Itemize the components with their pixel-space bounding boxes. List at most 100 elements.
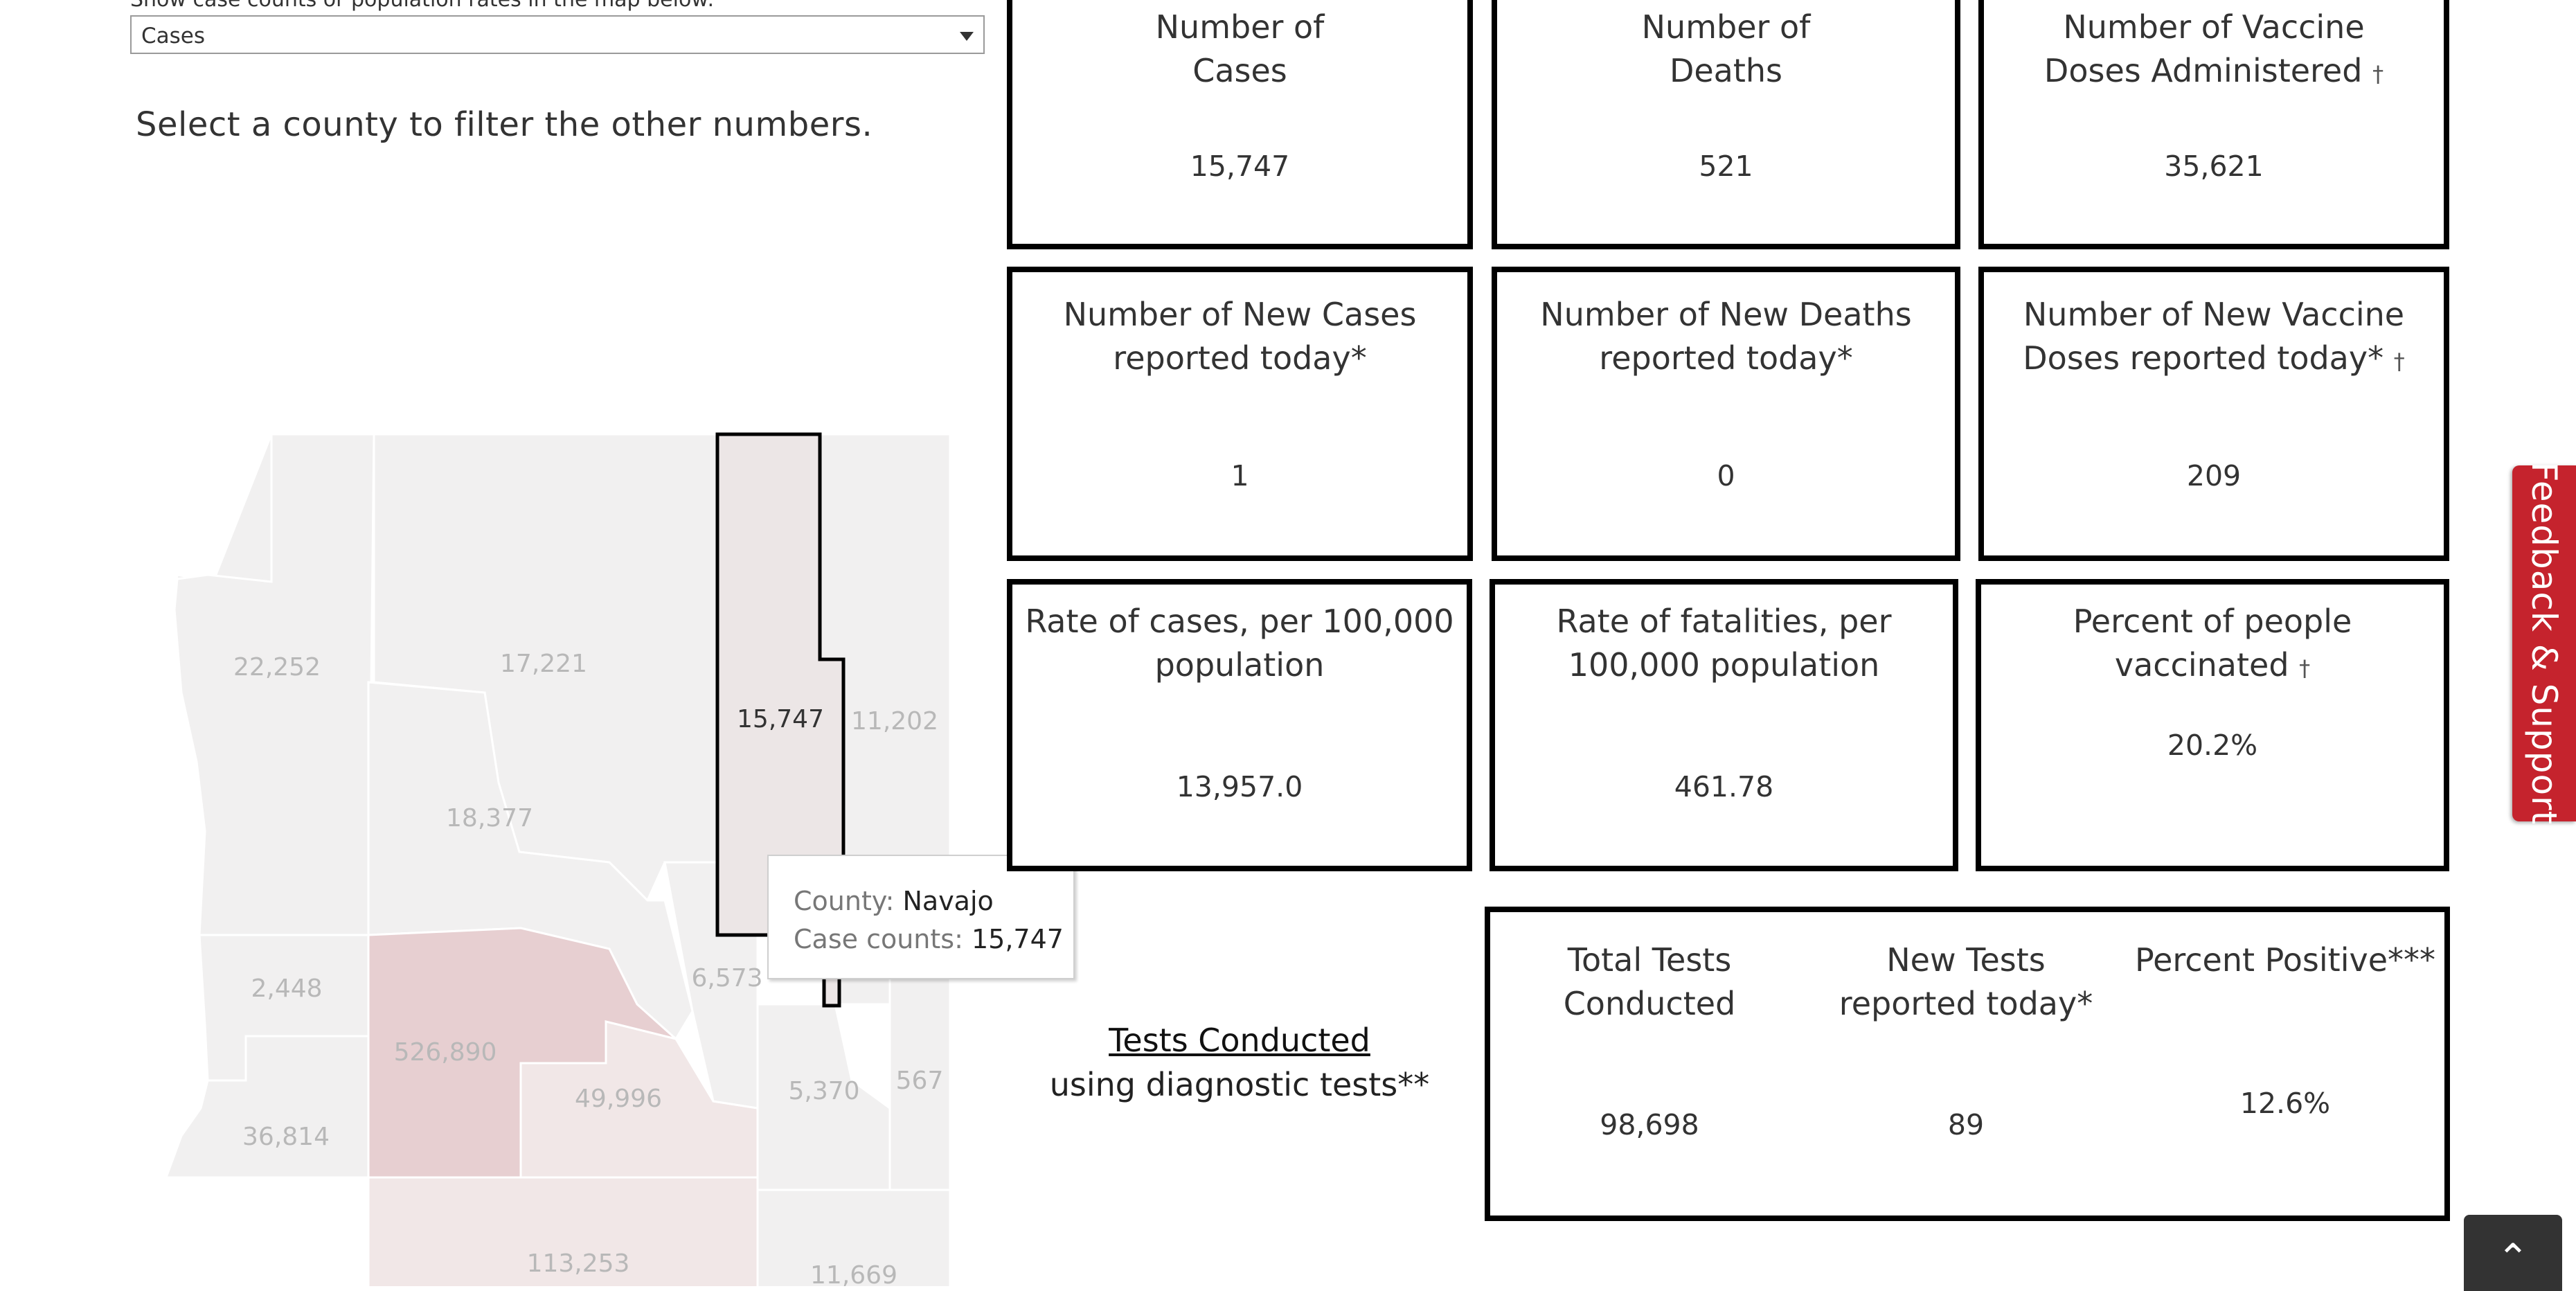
map-label-la-paz: 2,448 bbox=[251, 974, 322, 1003]
map-label-navajo: 15,747 bbox=[737, 705, 824, 733]
card-title-line2-text: 100,000 population bbox=[1568, 646, 1880, 684]
card-value: 12.6% bbox=[2239, 1087, 2331, 1120]
map-label-pima: 113,253 bbox=[527, 1249, 630, 1278]
tooltip-cases-row: Case counts: 15,747 bbox=[794, 920, 1073, 959]
card-title-line2: Conducted bbox=[1563, 985, 1736, 1022]
map-label-greenlee: 567 bbox=[896, 1067, 944, 1095]
card-title-line2: Doses reported today* † bbox=[1984, 337, 2444, 384]
card-title-line1: Total Tests bbox=[1567, 941, 1732, 979]
card-value: 1 bbox=[1231, 459, 1249, 492]
card-new-cases: Number of New Cases reported today* 1 bbox=[1007, 267, 1473, 561]
card-title: Number of Vaccine Doses Administered † bbox=[1984, 6, 2444, 96]
map-label-pinal: 49,996 bbox=[575, 1085, 662, 1113]
tests-card: Total Tests Conducted 98,698 New Tests rep… bbox=[1485, 907, 2450, 1221]
card-title-line1-text: Percent of people vaccinated bbox=[2073, 603, 2352, 684]
feedback-support-button[interactable]: Feedback & Support bbox=[2512, 462, 2576, 825]
card-title-line2: Doses Administered † bbox=[1984, 49, 2444, 96]
instruction-text: Select a county to filter the other numb… bbox=[136, 105, 873, 144]
map-label-graham: 5,370 bbox=[788, 1077, 859, 1105]
card-title-line2-text: Doses reported today* bbox=[2023, 339, 2384, 377]
county-map: 22,252 17,221 15,747 11,202 18,377 2,448… bbox=[164, 432, 951, 1286]
card-value: 89 bbox=[1947, 1108, 1985, 1141]
card-title-line1: Number of bbox=[1155, 8, 1325, 46]
tests-subtitle: using diagnostic tests** bbox=[1049, 1066, 1430, 1103]
card-title: Number of Cases bbox=[1012, 6, 1467, 96]
card-title: Number of Deaths bbox=[1497, 6, 1955, 96]
card-title: Total Tests Conducted bbox=[1490, 938, 1809, 1026]
tooltip-cases-value: 15,747 bbox=[971, 924, 1064, 954]
map-label-mohave: 22,252 bbox=[233, 653, 321, 682]
card-title: Number of New Cases reported today* bbox=[1012, 293, 1467, 384]
dagger-mark: † bbox=[2299, 655, 2311, 682]
card-value: 98,698 bbox=[1600, 1108, 1699, 1141]
card-title-line2-text: Cases bbox=[1192, 52, 1287, 89]
card-value: 35,621 bbox=[2164, 150, 2264, 183]
card-value: 521 bbox=[1699, 150, 1753, 183]
card-title-line2-text: Deaths bbox=[1669, 52, 1783, 89]
tooltip-county-row: County: Navajo bbox=[794, 882, 1073, 920]
card-case-rate: Rate of cases, per 100,000 population 13,… bbox=[1007, 579, 1472, 871]
chevron-up-icon: ⌃ bbox=[2496, 1236, 2530, 1281]
dagger-mark: † bbox=[2393, 348, 2405, 375]
card-title-line1: Number of New Vaccine bbox=[2023, 296, 2405, 333]
scroll-to-top-button[interactable]: ⌃ bbox=[2464, 1215, 2562, 1291]
tooltip-county-value: Navajo bbox=[902, 886, 994, 916]
card-title-line2-text: population bbox=[1154, 646, 1325, 684]
card-title-line1: Number of bbox=[1641, 8, 1811, 46]
card-title-line2: Deaths bbox=[1497, 49, 1955, 96]
card-fatality-rate: Rate of fatalities, per 100,000 populatio… bbox=[1490, 579, 1958, 871]
card-title-line1: Number of Vaccine bbox=[2063, 8, 2365, 46]
card-title-line1: New Tests bbox=[1886, 941, 2046, 979]
map-label-cochise: 11,669 bbox=[810, 1261, 897, 1286]
card-title-line2: reported today* bbox=[1497, 337, 1955, 384]
map-tooltip: County: Navajo Case counts: 15,747 bbox=[767, 855, 1075, 979]
card-vaccine-doses: Number of Vaccine Doses Administered † 35… bbox=[1978, 0, 2449, 249]
card-title-line1: Percent Positive*** bbox=[2134, 941, 2436, 979]
card-title-line2: 100,000 population bbox=[1495, 643, 1953, 691]
card-title-line1: Number of New Deaths bbox=[1540, 296, 1912, 333]
card-title: New Tests reported today* bbox=[1807, 938, 2125, 1026]
card-value: 13,957.0 bbox=[1176, 770, 1303, 803]
card-title-line2: reported today* bbox=[1012, 337, 1467, 384]
card-title: Rate of fatalities, per 100,000 populatio… bbox=[1495, 600, 1953, 691]
map-label-maricopa: 526,890 bbox=[394, 1038, 497, 1067]
card-number-of-deaths: Number of Deaths 521 bbox=[1492, 0, 1960, 249]
map-label-coconino: 17,221 bbox=[500, 650, 587, 678]
tests-conducted-link[interactable]: Tests Conducted bbox=[1109, 1022, 1370, 1059]
card-title: Percent Positive*** bbox=[2126, 938, 2444, 982]
card-value: 461.78 bbox=[1674, 770, 1774, 803]
card-value: 0 bbox=[1717, 459, 1735, 492]
card-title-line1: Number of New Cases bbox=[1063, 296, 1417, 333]
card-title: Number of New Vaccine Doses reported toda… bbox=[1984, 293, 2444, 384]
card-title-line2: population bbox=[1012, 643, 1467, 691]
county-cochise[interactable] bbox=[756, 1188, 951, 1286]
card-value: 20.2% bbox=[2167, 729, 2258, 762]
map-label-apache: 11,202 bbox=[851, 707, 938, 736]
map-measure-label: Show case counts or population rates in … bbox=[130, 0, 714, 12]
card-title-line2-text: reported today* bbox=[1113, 339, 1367, 377]
card-title-line1: Rate of fatalities, per bbox=[1556, 603, 1892, 640]
card-title-line2: Cases bbox=[1012, 49, 1467, 96]
map-label-yavapai: 18,377 bbox=[446, 804, 533, 833]
county-pima[interactable] bbox=[367, 1176, 759, 1286]
map-measure-dropdown[interactable]: Cases bbox=[130, 15, 985, 54]
feedback-label: Feedback & Support bbox=[2524, 461, 2564, 826]
map-label-yuma: 36,814 bbox=[242, 1123, 330, 1151]
card-number-of-cases: Number of Cases 15,747 bbox=[1007, 0, 1473, 249]
card-percent-vaccinated: Percent of people vaccinated † 20.2% bbox=[1976, 579, 2449, 871]
card-value: 209 bbox=[2186, 459, 2242, 492]
card-title: Rate of cases, per 100,000 population bbox=[1012, 600, 1467, 691]
county-yuma[interactable] bbox=[164, 1035, 370, 1179]
county-mohave-main[interactable] bbox=[173, 433, 375, 936]
card-title-line2-text: reported today* bbox=[1599, 339, 1853, 377]
tooltip-county-label: County: bbox=[794, 886, 895, 916]
card-title-line2-text: Doses Administered bbox=[2043, 52, 2363, 89]
card-new-vaccine-doses: Number of New Vaccine Doses reported toda… bbox=[1978, 267, 2449, 561]
dagger-mark: † bbox=[2372, 61, 2384, 87]
card-title: Number of New Deaths reported today* bbox=[1497, 293, 1955, 384]
tooltip-cases-label: Case counts: bbox=[794, 924, 963, 954]
card-new-deaths: Number of New Deaths reported today* 0 bbox=[1492, 267, 1960, 561]
card-value: 15,747 bbox=[1190, 150, 1290, 183]
card-title-line1: Percent of people vaccinated † bbox=[1981, 600, 2444, 691]
dropdown-selected-value: Cases bbox=[141, 24, 206, 48]
